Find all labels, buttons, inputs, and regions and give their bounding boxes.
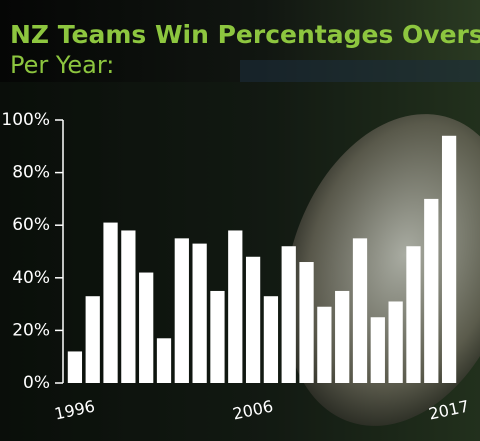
y-tick-label: 80% (12, 163, 50, 183)
bar (245, 256, 261, 383)
bar (388, 301, 403, 383)
y-tick-label: 100% (1, 110, 50, 130)
chart-subtitle: Per Year: (10, 51, 114, 79)
bar (67, 351, 83, 383)
bar (228, 230, 243, 383)
bar (299, 262, 314, 383)
bar (121, 230, 136, 383)
bar (192, 243, 207, 383)
y-tick-label: 40% (12, 268, 50, 288)
bar (424, 198, 439, 383)
y-tick-label: 0% (23, 373, 50, 393)
bar (263, 296, 279, 383)
bar (335, 290, 350, 383)
bar (317, 306, 332, 383)
bar (210, 290, 225, 383)
bar (139, 272, 154, 383)
bar (352, 238, 368, 383)
bar (85, 296, 100, 383)
advertising-board (240, 60, 480, 82)
bar (441, 135, 457, 383)
bar (156, 338, 172, 383)
bar (103, 222, 118, 383)
y-tick-label: 60% (12, 215, 50, 235)
bar (174, 238, 189, 383)
chart-title: NZ Teams Win Percentages Overseas (10, 20, 480, 49)
bar (406, 246, 421, 383)
bar (370, 317, 385, 383)
y-tick-label: 20% (12, 320, 50, 340)
bar (281, 246, 296, 383)
